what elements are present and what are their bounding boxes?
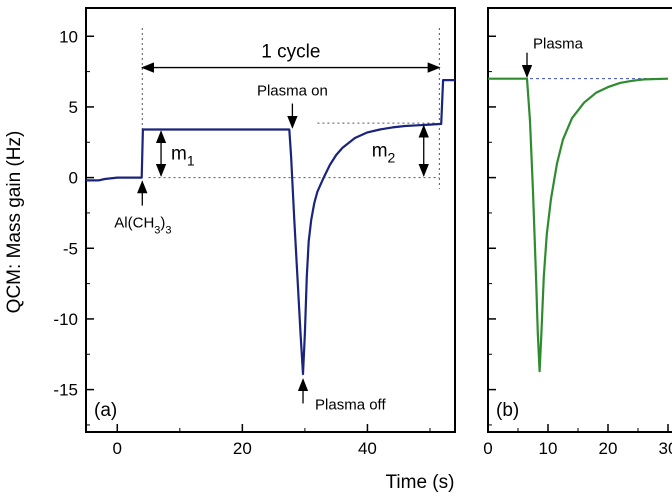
y-tick-label: -5	[63, 239, 78, 258]
y-tick-label: -15	[53, 381, 78, 400]
panel-a-label: (a)	[94, 400, 117, 421]
x-tick-label-b: 0	[483, 439, 492, 458]
y-tick-label: -10	[53, 310, 78, 329]
panel-b-series	[488, 77, 669, 373]
panel-b-label: (b)	[496, 400, 519, 421]
panel-b-ticks: 0 10 20 30	[483, 35, 672, 458]
panel-a-frame	[85, 7, 456, 433]
cycle-label: 1 cycle	[261, 42, 320, 63]
panel-a: 10 5 0 -5 -10 -15 0 20 40 1 cycle Plasma on Plasma…	[53, 7, 456, 458]
y-axis-label: QCM: Mass gain (Hz)	[4, 131, 25, 314]
panel-b-annotations: Plasma	[521, 36, 584, 78]
plasma-off-label: Plasma off	[315, 396, 386, 413]
x-tick-label-b: 30	[659, 439, 672, 458]
m2-label: m2	[372, 141, 396, 166]
panel-b-frame	[487, 7, 672, 433]
panel-a-annotations: 1 cycle Plasma on Plasma off Al(CH3)3 m1 m2	[114, 42, 441, 413]
panel-a-ticks: 10 5 0 -5 -10 -15 0 20 40	[53, 27, 431, 458]
panel-b: 0 10 20 30 Plasma (b)	[483, 7, 672, 458]
y-tick-label: 10	[59, 27, 78, 46]
plasma-label-b: Plasma	[533, 36, 584, 53]
m1-label: m1	[171, 144, 195, 169]
x-axis-label: Time (s)	[386, 472, 455, 493]
series-line-b	[488, 77, 669, 373]
panel-a-guides	[141, 28, 440, 189]
x-tick-label: 40	[358, 439, 377, 458]
series-line-a	[86, 79, 455, 376]
x-tick-label: 20	[233, 439, 252, 458]
panel-a-series	[86, 79, 455, 376]
y-tick-label: 0	[69, 169, 78, 188]
y-tick-label: 5	[69, 98, 78, 117]
x-tick-label-b: 10	[539, 439, 558, 458]
plasma-on-label: Plasma on	[257, 83, 328, 100]
precursor-label: Al(CH3)3	[114, 215, 171, 237]
x-tick-label-b: 20	[599, 439, 618, 458]
x-tick-label: 0	[113, 439, 122, 458]
